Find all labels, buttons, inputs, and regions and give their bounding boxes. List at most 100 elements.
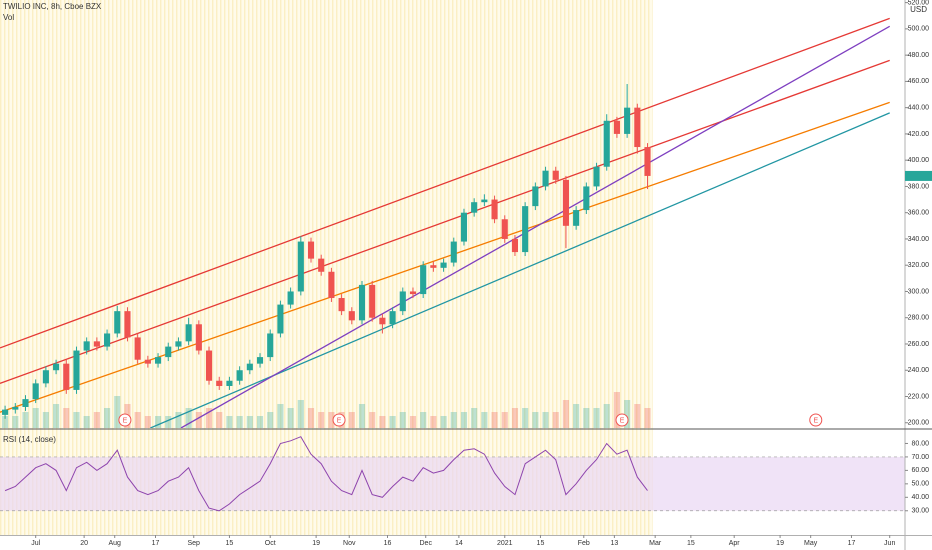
volume-bar — [307, 408, 315, 428]
session-background — [0, 0, 653, 535]
volume-bar — [104, 408, 111, 428]
volume-bar — [134, 412, 141, 428]
y-tick-label: 320.00 — [908, 262, 930, 269]
volume-bar — [399, 412, 406, 428]
candle-body — [420, 265, 427, 295]
volume-bar — [471, 408, 478, 428]
volume-bar — [511, 408, 519, 428]
candle-body — [389, 311, 396, 325]
y-tick-label: 400.00 — [908, 157, 930, 164]
candle-body — [104, 333, 111, 347]
y-tick-label: 240.00 — [908, 367, 930, 374]
volume-bar — [562, 400, 570, 428]
volume-bar — [216, 412, 223, 428]
volume-bar — [379, 416, 386, 428]
x-tick-label: May — [804, 540, 818, 547]
x-tick-label: 16 — [384, 540, 392, 547]
y-tick-label: 220.00 — [908, 393, 930, 400]
candle-body — [460, 212, 468, 242]
y-tick-label: 440.00 — [908, 105, 930, 112]
candle-body — [511, 238, 519, 253]
candle-body — [267, 333, 274, 358]
volume-bar — [22, 412, 29, 428]
volume-bar — [552, 412, 559, 428]
candle-body — [358, 284, 366, 321]
volume-bar — [348, 412, 355, 428]
rsi-y-tick-label: 40.00 — [911, 494, 929, 501]
volume-bar — [114, 396, 121, 428]
volume-bar — [236, 416, 243, 428]
volume-bar — [12, 416, 19, 428]
y-tick-label: 360.00 — [908, 210, 930, 217]
x-tick-label: 20 — [80, 540, 88, 547]
x-tick-label: 2021 — [497, 540, 513, 547]
x-tick-label: 13 — [610, 540, 618, 547]
volume-bar — [93, 412, 100, 428]
candle-body — [583, 186, 590, 211]
earnings-label: E — [337, 417, 342, 424]
y-tick-label: 300.00 — [908, 288, 930, 295]
candle-body — [409, 291, 417, 295]
candle-body — [63, 363, 70, 390]
volume-bar — [73, 412, 80, 428]
y-tick-label: 420.00 — [908, 131, 930, 138]
volume-bar — [481, 412, 488, 428]
volume-bar — [644, 408, 651, 428]
candle-body — [144, 359, 151, 364]
x-tick-label: Apr — [729, 540, 741, 547]
volume-bar — [501, 412, 508, 428]
candle-body — [236, 370, 243, 381]
x-tick-label: Jul — [31, 540, 40, 547]
y-tick-label: 260.00 — [908, 341, 930, 348]
y-tick-label: 480.00 — [908, 52, 930, 59]
volume-bar — [593, 408, 600, 428]
volume-bar — [389, 416, 396, 428]
volume-bar — [318, 412, 325, 428]
rsi-y-tick-label: 60.00 — [911, 467, 929, 474]
candle-body — [573, 210, 580, 226]
earnings-label: E — [813, 417, 818, 424]
x-tick-label: 17 — [152, 540, 160, 547]
candle-body — [154, 357, 162, 364]
volume-bar — [430, 416, 437, 428]
volume-bar — [491, 412, 498, 428]
candle-body — [369, 284, 376, 318]
candle-body — [613, 120, 620, 134]
candle-body — [53, 363, 60, 371]
y-tick-label: 280.00 — [908, 315, 930, 322]
candle-body — [552, 170, 559, 180]
x-tick-label: Aug — [108, 540, 121, 547]
candle-body — [450, 241, 457, 263]
trend-line — [180, 25, 891, 428]
volume-bar — [573, 404, 580, 428]
x-tick-label: Feb — [578, 540, 590, 547]
candle-body — [634, 107, 641, 148]
rsi-band — [0, 456, 905, 511]
candle-body — [399, 291, 406, 312]
earnings-marker — [809, 413, 823, 427]
volume-bar — [175, 412, 182, 428]
volume-bar — [165, 416, 172, 428]
volume-bar — [32, 408, 39, 428]
candle-body — [165, 346, 172, 358]
candle-body — [644, 147, 651, 176]
candle-body — [287, 291, 294, 305]
volume-bar — [450, 412, 457, 428]
candle-body — [226, 380, 233, 386]
y-tick-label: 200.00 — [908, 420, 930, 427]
candle-body — [246, 363, 253, 371]
volume-bar — [532, 412, 539, 428]
y-tick-label: 500.00 — [908, 26, 930, 33]
candle-body — [501, 219, 508, 239]
volume-bar — [256, 416, 264, 428]
candle-body — [205, 350, 213, 381]
candle-body — [256, 357, 264, 364]
x-tick-label: 19 — [312, 540, 320, 547]
last-price-box — [905, 170, 932, 181]
rsi-line — [4, 436, 648, 512]
candle-body — [114, 311, 121, 334]
background — [0, 0, 653, 535]
